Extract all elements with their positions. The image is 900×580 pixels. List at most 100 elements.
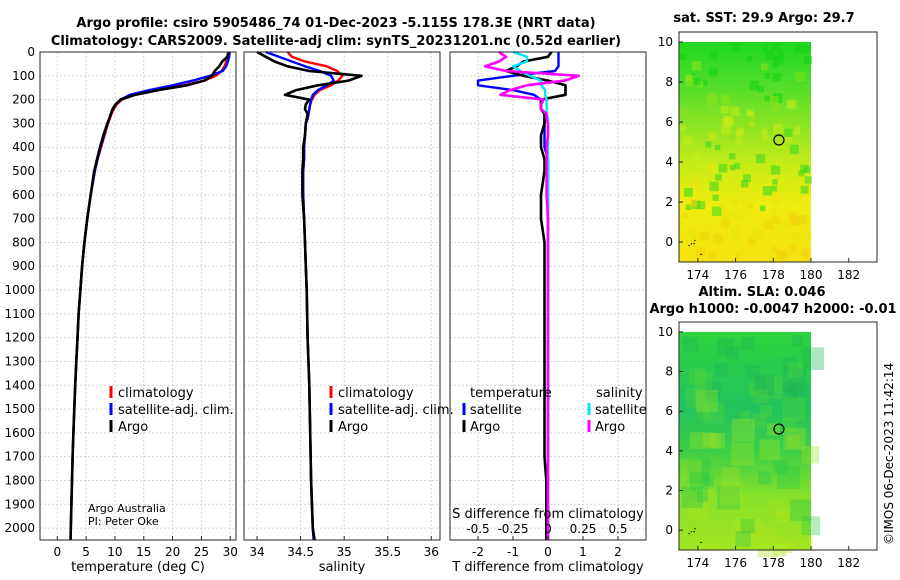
- field-cell: [801, 446, 819, 464]
- field-cell: [800, 185, 809, 194]
- field-cell: [801, 516, 821, 536]
- s-difference-label: S difference from climatology: [452, 507, 644, 522]
- field-cell: [679, 107, 686, 114]
- field-cell: [789, 144, 799, 154]
- field-cell: [784, 128, 793, 137]
- field-cell: [730, 195, 736, 201]
- field-cell: [706, 162, 715, 171]
- x-tick-label: 5: [82, 545, 90, 559]
- map-x-tick-label: 180: [800, 556, 823, 570]
- field-cell: [749, 121, 755, 127]
- field-cell: [730, 106, 740, 116]
- depth-tick-label: 1700: [4, 450, 35, 464]
- temperature-axes-box: [39, 51, 237, 541]
- field-cell: [770, 96, 779, 104]
- field-cell: [721, 124, 731, 135]
- sla-map-axes-box: [678, 321, 878, 551]
- series-line-argo: [69, 51, 230, 541]
- difference-panel: -2 -1 0 1 2 -0.5 -0.25 0 0.25 0.5 S difference f…: [449, 50, 647, 575]
- field-cell: [794, 193, 802, 201]
- field-cell: [736, 138, 743, 145]
- field-cell: [705, 433, 721, 448]
- field-cell: [792, 233, 801, 242]
- field-cell: [758, 471, 772, 485]
- field-cell: [721, 94, 730, 103]
- x-tick-label: -2: [472, 545, 484, 559]
- field-cell: [731, 199, 740, 208]
- salinity-grid: [244, 51, 440, 540]
- temperature-legend: climatology satellite-adj. clim. Argo: [109, 386, 234, 435]
- field-cell: [696, 201, 706, 210]
- field-cell: [789, 244, 798, 252]
- x-tick-label: 34: [249, 545, 264, 559]
- field-cell: [783, 417, 797, 431]
- field-cell: [703, 402, 725, 424]
- field-cell: [776, 465, 800, 489]
- sla-map-title-line1: Altim. SLA: 0.046: [699, 285, 826, 300]
- field-cell: [764, 73, 770, 79]
- depth-tick-label: 500: [12, 164, 35, 178]
- map-y-tick-label: 2: [665, 484, 673, 498]
- salinity-legend: climatology satellite-adj. clim. Argo: [329, 386, 454, 435]
- field-cell: [783, 381, 797, 394]
- field-cell: [801, 43, 811, 53]
- field-cell: [740, 201, 750, 211]
- series-line-t-argo: [504, 51, 567, 540]
- field-cell: [683, 136, 693, 146]
- sst-map-axes-box: [678, 31, 878, 263]
- field-cell: [759, 405, 772, 418]
- field-cell: [782, 397, 806, 421]
- field-cell: [749, 114, 757, 123]
- depth-tick-label: 1300: [4, 354, 35, 368]
- field-cell: [793, 383, 809, 399]
- series-line-satellite-adj-clim-: [69, 51, 231, 541]
- field-cell: [759, 439, 781, 460]
- field-cell: [776, 50, 784, 58]
- field-cell: [717, 338, 734, 356]
- map-y-tick-label: 4: [665, 444, 673, 458]
- field-cell: [773, 103, 782, 112]
- depth-tick-labels: 0 100 200 300 400 500 600 700 800 900 1000 1100 1200…: [4, 45, 35, 535]
- field-cell: [707, 104, 714, 110]
- float-position-marker: [773, 423, 785, 435]
- map-x-tick-label: 180: [800, 268, 823, 282]
- field-cell: [801, 540, 813, 551]
- field-cell: [731, 42, 741, 52]
- field-cell: [801, 347, 825, 370]
- map-x-tick-label: 176: [724, 556, 747, 570]
- field-cell: [782, 367, 807, 392]
- field-cell: [685, 74, 693, 81]
- field-cell: [768, 125, 774, 132]
- field-cell: [742, 521, 765, 544]
- field-cell: [749, 383, 763, 397]
- field-cell: [686, 387, 706, 408]
- temperature-tick-labels: 0 5 10 15 20 25 30: [53, 536, 238, 559]
- field-cell: [703, 476, 714, 487]
- depth-tick-label: 1600: [4, 426, 35, 440]
- map-x-tick-label: 182: [837, 556, 860, 570]
- field-cell: [773, 55, 784, 66]
- map-y-tick-label: 2: [665, 195, 673, 209]
- field-cell: [715, 118, 723, 126]
- field-cell: [798, 170, 805, 177]
- field-cell: [791, 121, 798, 129]
- field-cell: [707, 93, 718, 104]
- field-cell: [702, 161, 709, 167]
- s-diff-tick-label: 0: [544, 522, 552, 536]
- field-cell: [780, 540, 793, 554]
- field-cell: [781, 181, 788, 188]
- field-cell: [687, 459, 711, 483]
- coastline-islands: [688, 238, 703, 256]
- field-cell: [786, 99, 796, 109]
- field-cell: [777, 250, 784, 257]
- salinity-xlabel: salinity: [319, 560, 366, 575]
- field-cell: [763, 135, 769, 141]
- x-tick-label: 20: [165, 545, 180, 559]
- field-cell: [797, 214, 807, 224]
- field-cell: [771, 226, 781, 235]
- legend-label-s-satellite: satellite: [595, 403, 647, 418]
- timestamp: ©IMOS 06-Dec-2023 11:42:14: [882, 363, 896, 545]
- depth-tick-label: 1500: [4, 402, 35, 416]
- sst-speckle: [679, 42, 812, 262]
